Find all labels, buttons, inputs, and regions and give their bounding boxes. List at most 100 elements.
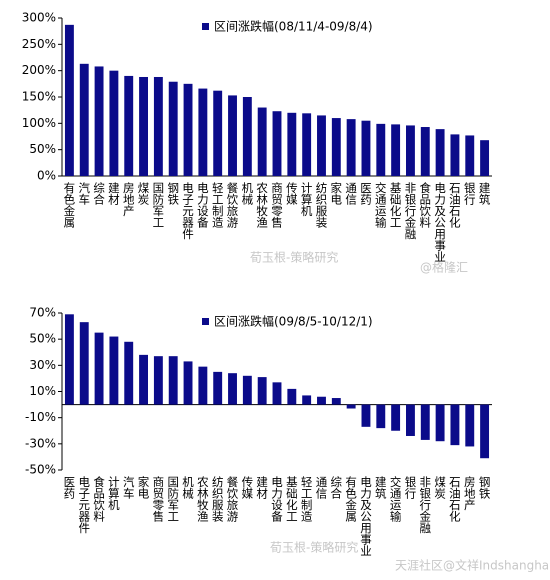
y-tick-label: 150% (22, 90, 56, 104)
x-tick-label: 建筑 (478, 181, 492, 205)
x-tick-label: 医药 (62, 476, 76, 500)
x-tick-label: 有色金属 (344, 475, 358, 523)
x-tick-label: 电子元器件 (181, 182, 195, 240)
legend-label: 区间涨跌幅(09/8/5-10/12/1) (214, 314, 373, 329)
bar (361, 120, 371, 176)
x-tick-label: 传媒 (285, 181, 299, 206)
bar (480, 140, 490, 176)
x-tick-label: 餐饮旅游 (226, 181, 240, 228)
y-tick-label: 300% (22, 11, 56, 25)
bar (287, 112, 297, 176)
bar (465, 135, 475, 176)
x-tick-label: 电力设备 (270, 476, 284, 523)
x-tick-label: 煤炭 (137, 182, 151, 206)
bar (94, 66, 104, 176)
bar (79, 63, 89, 176)
bar (346, 119, 356, 176)
x-tick-label: 有色金属 (62, 181, 76, 229)
x-tick-label: 基础化工 (285, 476, 299, 522)
bar (257, 107, 267, 176)
x-tick-label: 煤炭 (433, 476, 447, 500)
bar (198, 88, 208, 176)
bar (302, 395, 312, 405)
y-tick-label: 10% (29, 384, 56, 398)
bar (435, 129, 445, 176)
bar (331, 118, 341, 176)
x-tick-label: 计算机 (107, 476, 121, 511)
x-tick-label: 国防军工 (151, 182, 165, 228)
x-tick-label: 农林牧渔 (196, 475, 210, 523)
x-tick-label: 汽车 (77, 181, 91, 206)
y-tick-label: 30% (29, 358, 56, 372)
bar (376, 123, 386, 176)
watermark: 荀玉根-策略研究 (250, 250, 338, 265)
bar (376, 404, 386, 429)
bar (480, 404, 490, 459)
x-tick-label: 建材 (107, 181, 121, 205)
x-tick-label: 轻工制造 (211, 181, 225, 228)
x-tick-label: 综合 (329, 475, 343, 499)
bar (79, 322, 89, 405)
x-tick-label: 家电 (137, 475, 151, 499)
legend-label: 区间涨跌幅(08/11/4-09/8/4) (214, 19, 373, 34)
x-tick-label: 电力及公用事业 (433, 182, 447, 263)
y-tick-label: -30% (25, 436, 56, 450)
bar (272, 111, 282, 176)
legend-swatch (202, 23, 209, 30)
bar (406, 404, 415, 436)
bar (139, 354, 148, 405)
bar (287, 388, 297, 405)
watermark: @格隆汇 (420, 260, 468, 275)
bar (109, 70, 119, 176)
y-tick-label: 100% (22, 116, 56, 130)
bar (346, 404, 356, 409)
x-tick-label: 交通运输 (374, 181, 388, 229)
x-tick-label: 钢铁 (166, 182, 180, 205)
x-tick-label: 通信 (344, 182, 358, 206)
y-tick-label: 70% (29, 306, 56, 320)
bar (406, 125, 415, 176)
bar (228, 95, 237, 176)
bar (242, 97, 252, 176)
bar (435, 404, 445, 442)
bar (213, 90, 223, 176)
bar (272, 382, 282, 405)
bar (153, 356, 163, 405)
bar (109, 336, 119, 405)
x-tick-label: 家电 (329, 181, 343, 205)
bar (183, 83, 193, 176)
x-tick-label: 房地产 (122, 182, 136, 217)
bar (317, 115, 326, 176)
x-tick-label: 通信 (314, 476, 328, 500)
x-tick-label: 餐饮旅游 (226, 475, 240, 522)
x-tick-label: 房地产 (463, 476, 477, 511)
watermark: 天涯社区@文祥Indshanghai (395, 558, 550, 573)
x-tick-label: 银行 (463, 181, 477, 206)
legend-swatch (202, 318, 209, 325)
bar (257, 377, 267, 405)
x-tick-label: 纺织服装 (211, 475, 225, 523)
y-tick-label: -50% (25, 463, 56, 477)
x-tick-label: 汽车 (122, 475, 136, 500)
x-tick-label: 石油石化 (448, 476, 462, 523)
x-tick-label: 食品饮料 (418, 181, 432, 229)
y-tick-label: 200% (22, 63, 56, 77)
x-tick-label: 国防军工 (166, 476, 180, 522)
x-tick-label: 电力及公用事业 (359, 476, 373, 557)
y-tick-label: 50% (29, 332, 56, 346)
bar (317, 396, 326, 405)
bar (228, 373, 237, 405)
x-tick-label: 商贸零售 (151, 475, 165, 523)
x-tick-label: 综合 (92, 181, 106, 205)
bar (391, 124, 401, 176)
x-tick-label: 石油石化 (448, 182, 462, 229)
bar (64, 24, 74, 177)
y-tick-label: 250% (22, 37, 56, 51)
watermark: 荀玉根-策略研究 (270, 540, 358, 555)
bar (420, 404, 430, 440)
x-tick-label: 机械 (181, 475, 195, 500)
x-tick-label: 计算机 (300, 182, 314, 217)
bar (153, 76, 163, 176)
bar (391, 404, 401, 431)
